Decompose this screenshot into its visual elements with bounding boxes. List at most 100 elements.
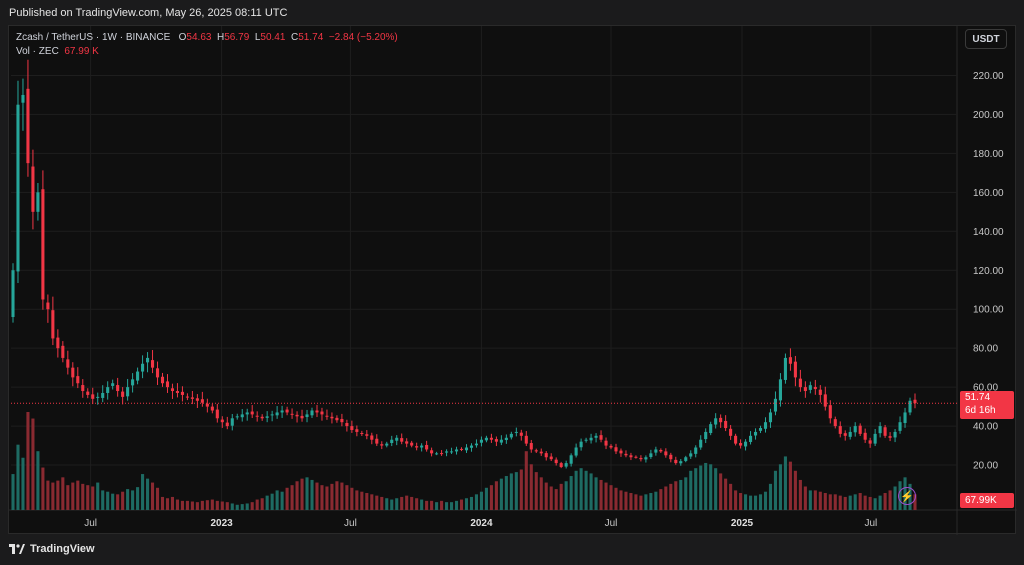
- symbol-name[interactable]: Zcash / TetherUS · 1W · BINANCE: [16, 32, 171, 43]
- volume-bar: [758, 494, 763, 510]
- candle-body: [758, 428, 763, 431]
- volume-bar: [210, 499, 214, 510]
- volume-bar: [813, 490, 817, 510]
- volume-bar: [579, 468, 583, 510]
- candle-body: [330, 416, 334, 419]
- volume-bar: [200, 500, 204, 510]
- volume-bar: [370, 494, 374, 510]
- volume-bar: [425, 500, 429, 510]
- price-axis-label: 40.00: [973, 422, 998, 433]
- price-chart[interactable]: 220.00 200.00 180.00 160.00 140.00 120.00 100.…: [9, 26, 1017, 535]
- volume-bar: [494, 481, 498, 510]
- candle-body: [783, 357, 787, 380]
- volume-bar: [81, 483, 85, 510]
- volume-bar: [459, 499, 464, 510]
- volume-bar: [604, 482, 608, 510]
- chart-pane[interactable]: 220.00 200.00 180.00 160.00 140.00 120.00 100.…: [8, 25, 1017, 535]
- candle-body: [778, 379, 782, 401]
- volume-bar: [265, 495, 269, 510]
- volume-bar: [365, 493, 369, 510]
- volume-bar: [175, 499, 179, 510]
- volume-bar: [599, 479, 603, 510]
- candle-body: [126, 387, 130, 397]
- volume-bar: [340, 482, 344, 510]
- candle-body: [459, 448, 464, 450]
- volume-bar: [385, 498, 389, 510]
- candle-body: [160, 376, 165, 384]
- volume-bar: [160, 496, 165, 510]
- volume-bar: [464, 498, 469, 510]
- candle-body: [564, 463, 568, 467]
- volume-bar: [873, 498, 877, 510]
- candle-body: [454, 449, 459, 452]
- volume-bar: [71, 482, 75, 510]
- candle-body: [335, 417, 339, 421]
- candle-body: [270, 414, 274, 416]
- candle-body: [863, 432, 867, 440]
- tradingview-brand-text: TradingView: [30, 543, 95, 555]
- volume-bar: [694, 468, 698, 510]
- candle-body: [584, 439, 588, 441]
- volume-bar: [405, 495, 409, 510]
- volume-bar: [883, 493, 887, 510]
- volume-bar: [131, 490, 135, 510]
- volume-bar: [569, 476, 573, 510]
- volume-bar: [445, 502, 449, 510]
- volume-bar: [499, 478, 503, 510]
- open-label: O: [178, 32, 187, 43]
- volume-bar: [913, 494, 917, 510]
- volume-bar: [46, 480, 50, 510]
- volume-bar: [744, 494, 748, 510]
- candle-body: [749, 435, 753, 442]
- volume-bar: [355, 490, 359, 510]
- candle-body: [823, 394, 827, 407]
- price-axis-label: 140.00: [973, 227, 1004, 238]
- candle-body: [664, 451, 668, 456]
- volume-bar: [544, 482, 548, 510]
- volume-bar: [739, 493, 743, 510]
- volume-bar: [165, 498, 170, 510]
- time-axis-label: Jul: [605, 518, 618, 529]
- candle-body: [380, 444, 384, 446]
- candle-body: [106, 387, 110, 393]
- volume-bar: [788, 461, 792, 510]
- candle-body: [474, 443, 479, 446]
- volume-bar: [220, 501, 224, 510]
- volume-bar: [669, 483, 673, 510]
- volume-bar: [893, 486, 897, 510]
- tradingview-logo[interactable]: TradingView: [9, 543, 95, 555]
- volume-bar: [350, 487, 354, 510]
- lightning-icon[interactable]: ⚡: [898, 487, 916, 505]
- volume-bar: [808, 490, 812, 510]
- candle-body: [445, 451, 449, 453]
- time-axis-label: Jul: [864, 518, 877, 529]
- candle-body: [469, 445, 474, 448]
- candle-body: [828, 405, 832, 419]
- candle-body: [594, 435, 598, 438]
- candle-body: [315, 410, 319, 413]
- volume-bar: [783, 456, 787, 510]
- candle-body: [430, 450, 434, 454]
- volume-bar: [260, 498, 264, 510]
- quote-currency-button[interactable]: USDT: [965, 29, 1007, 49]
- volume-bar: [489, 485, 493, 510]
- volume-bar: [529, 464, 533, 510]
- candle-body: [649, 453, 653, 458]
- candle-body: [684, 457, 688, 461]
- candle-body: [76, 376, 80, 384]
- volume-bar: [116, 494, 120, 510]
- published-text: Published on TradingView.com, May 26, 20…: [9, 7, 288, 19]
- volume-bar: [549, 486, 553, 510]
- volume-bar: [619, 490, 623, 510]
- volume-bar: [838, 495, 842, 510]
- candle-body: [61, 345, 65, 358]
- candle-body: [903, 412, 907, 424]
- volume-bar: [654, 491, 658, 510]
- candle-body: [225, 422, 229, 427]
- volume-bar: [828, 494, 832, 510]
- candle-body: [619, 450, 623, 454]
- candle-body: [539, 451, 543, 454]
- footer: TradingView: [0, 536, 1024, 565]
- volume-bar: [410, 496, 414, 510]
- volume-label[interactable]: Vol · ZEC: [16, 46, 59, 57]
